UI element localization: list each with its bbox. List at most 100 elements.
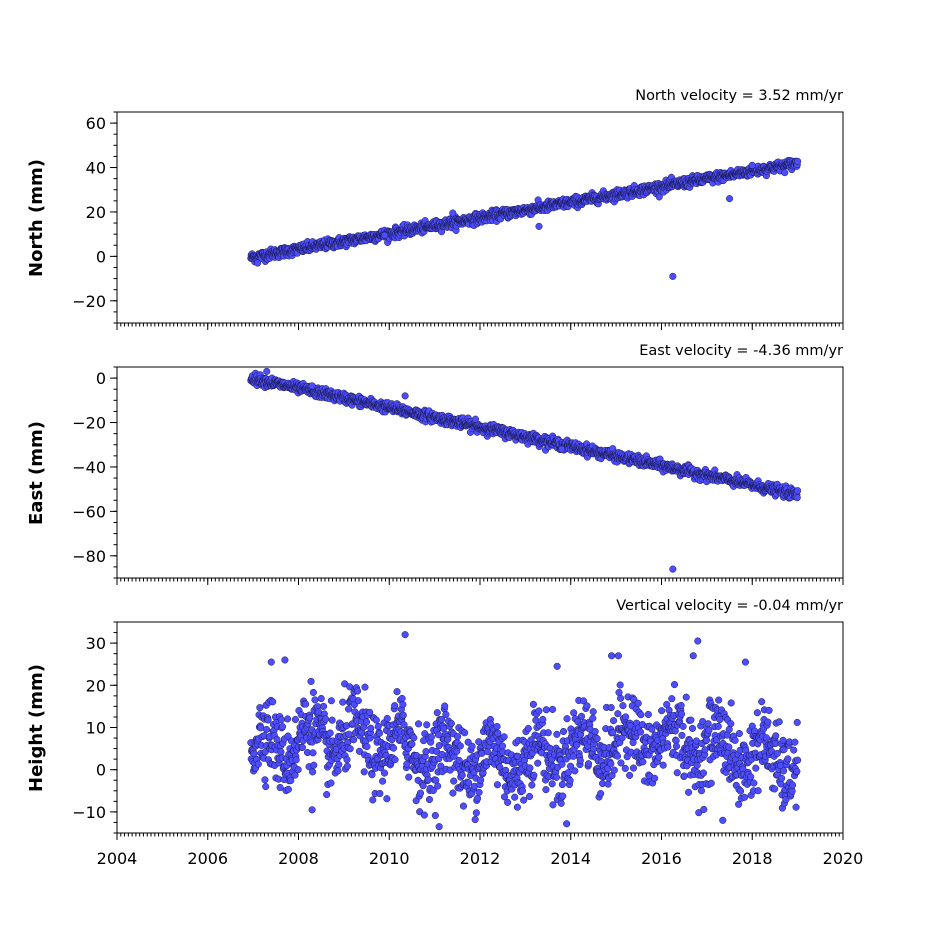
- data-point: [784, 755, 792, 763]
- data-point: [680, 772, 688, 780]
- data-point: [740, 793, 749, 801]
- data-point: [461, 729, 469, 737]
- data-point: [672, 742, 681, 750]
- outlier-point: [281, 656, 289, 664]
- outlier-point: [694, 637, 702, 645]
- data-point: [416, 789, 425, 797]
- data-point: [526, 764, 534, 772]
- data-point: [791, 738, 799, 746]
- data-point: [256, 704, 264, 712]
- data-point: [626, 771, 634, 779]
- east-plot-area: −80 −60 −40 −20 0: [72, 366, 844, 585]
- data-point: [493, 781, 502, 789]
- data-point: [284, 715, 292, 723]
- outlier-point: [267, 658, 275, 666]
- data-point: [544, 729, 552, 737]
- data-point: [559, 792, 567, 800]
- data-point: [278, 723, 287, 731]
- data-point: [762, 734, 770, 742]
- outlier-point: [669, 565, 677, 573]
- data-point: [362, 718, 371, 726]
- data-point: [441, 702, 449, 710]
- data-point: [764, 718, 772, 726]
- data-point: [475, 738, 483, 746]
- x-tick-label: 2018: [732, 849, 773, 868]
- data-point: [360, 768, 368, 776]
- data-point: [622, 713, 630, 721]
- data-point: [399, 701, 407, 709]
- north-ylabel: North (mm): [26, 159, 47, 277]
- data-point: [571, 767, 579, 775]
- data-point: [435, 742, 443, 750]
- y-tick-label: −20: [72, 414, 106, 433]
- data-point: [361, 683, 369, 691]
- data-point: [549, 705, 557, 713]
- outlier-point: [449, 209, 457, 217]
- data-point: [636, 728, 645, 736]
- data-point: [328, 716, 336, 724]
- data-point: [350, 736, 358, 744]
- data-point: [343, 756, 351, 764]
- data-point: [442, 710, 450, 719]
- data-point: [687, 716, 695, 724]
- data-point: [548, 780, 556, 788]
- data-points: [247, 156, 802, 280]
- data-point: [771, 785, 779, 793]
- data-point: [447, 719, 455, 728]
- data-point: [644, 710, 652, 718]
- data-point: [549, 801, 557, 809]
- y-tick-label: 30: [86, 634, 106, 653]
- y-tick-label: −10: [72, 803, 106, 822]
- y-tick-label: −20: [72, 292, 106, 311]
- data-point: [735, 800, 743, 808]
- data-point: [380, 769, 389, 777]
- data-point: [528, 781, 536, 789]
- data-point: [790, 746, 798, 754]
- data-point: [354, 687, 362, 695]
- data-point: [725, 725, 733, 733]
- x-tick-label: 2012: [460, 849, 501, 868]
- data-point: [569, 752, 577, 760]
- data-point: [715, 696, 723, 704]
- data-point: [376, 789, 384, 798]
- data-point: [320, 702, 328, 710]
- data-point: [780, 767, 788, 775]
- data-point: [589, 714, 597, 722]
- data-point: [583, 702, 591, 710]
- data-point: [658, 707, 666, 715]
- data-point: [434, 782, 442, 790]
- outlier-point: [254, 259, 262, 267]
- data-point: [294, 766, 302, 774]
- data-point: [345, 705, 353, 713]
- data-point: [420, 811, 428, 819]
- y-tick-label: 20: [86, 676, 106, 695]
- data-point: [473, 794, 482, 802]
- data-point: [688, 724, 697, 732]
- data-point: [405, 773, 413, 781]
- data-point: [277, 716, 285, 724]
- data-point: [682, 693, 690, 701]
- data-point: [577, 712, 586, 720]
- data-point: [262, 725, 271, 733]
- data-point: [499, 742, 507, 750]
- data-point: [525, 792, 534, 801]
- data-point: [374, 722, 382, 731]
- data-point: [410, 734, 418, 742]
- data-point: [250, 750, 258, 758]
- data-point: [368, 771, 376, 779]
- data-point: [257, 724, 265, 732]
- data-point: [670, 680, 679, 689]
- data-point: [753, 709, 761, 717]
- data-point: [570, 709, 578, 717]
- height-title: Vertical velocity = -0.04 mm/yr: [616, 598, 843, 614]
- data-point: [346, 745, 354, 753]
- data-point: [563, 820, 571, 828]
- y-tick-label: −80: [72, 547, 106, 566]
- outlier-point: [614, 652, 622, 660]
- data-point: [664, 743, 672, 751]
- data-point: [264, 716, 272, 724]
- data-point: [685, 788, 693, 796]
- data-point: [454, 733, 462, 741]
- data-point: [609, 717, 618, 725]
